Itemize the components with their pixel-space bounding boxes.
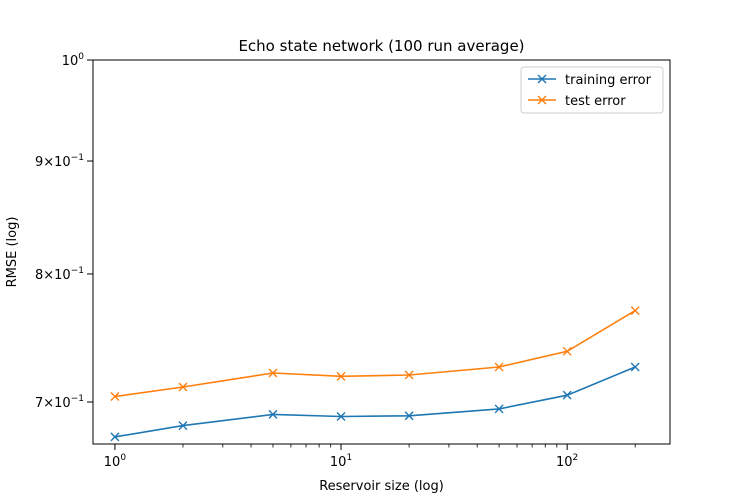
x-axis-label: Reservoir size (log) (319, 479, 444, 494)
marker-stroke (268, 368, 278, 378)
data-point (494, 404, 504, 414)
marker-stroke (630, 306, 640, 316)
marker-stroke (110, 432, 120, 442)
data-point (404, 370, 414, 380)
y-tick-label: 100 (62, 52, 85, 69)
marker-stroke (562, 390, 572, 400)
data-point (110, 392, 120, 402)
marker-stroke (404, 370, 414, 380)
marker-stroke (178, 421, 188, 431)
legend: training error test error (520, 66, 664, 114)
plot-area: 100 101 102 100 9×10−1 8×10−1 7×10−1 (35, 52, 640, 470)
data-point (630, 362, 640, 372)
marker-stroke (178, 382, 188, 392)
legend-marker (537, 95, 547, 105)
data-point (336, 371, 346, 381)
marker-stroke (268, 409, 278, 419)
chart-title: Echo state network (100 run average) (238, 37, 524, 55)
legend-label: training error (565, 73, 652, 88)
data-point (178, 421, 188, 431)
data-point (268, 368, 278, 378)
y-tick-label: 7×10−1 (35, 394, 84, 411)
series-line-2 (114, 309, 636, 398)
plot-frame (92, 59, 671, 445)
x-tick-label: 102 (556, 453, 578, 470)
y-tick-label: 9×10−1 (35, 153, 84, 170)
x-tick-label: 100 (104, 453, 127, 470)
marker-stroke (494, 404, 504, 414)
legend-box (520, 66, 664, 114)
marker-stroke (110, 392, 120, 402)
data-point (404, 411, 414, 421)
data-point (336, 411, 346, 421)
data-point (562, 390, 572, 400)
marker-stroke (494, 362, 504, 372)
y-tick-label: 8×10−1 (35, 266, 84, 283)
marker-stroke (562, 346, 572, 356)
y-axis-label: RMSE (log) (5, 217, 20, 288)
data-point (178, 382, 188, 392)
data-point (630, 306, 640, 316)
legend-label: test error (565, 94, 626, 109)
marker-stroke (404, 411, 414, 421)
legend-marker (537, 74, 547, 84)
marker-stroke (630, 362, 640, 372)
marker-stroke (336, 371, 346, 381)
data-point (268, 409, 278, 419)
data-point (494, 362, 504, 372)
data-point (562, 346, 572, 356)
data-point (110, 432, 120, 442)
series-line-1 (114, 366, 636, 438)
x-tick-label: 101 (330, 453, 352, 470)
marker-stroke (336, 411, 346, 421)
